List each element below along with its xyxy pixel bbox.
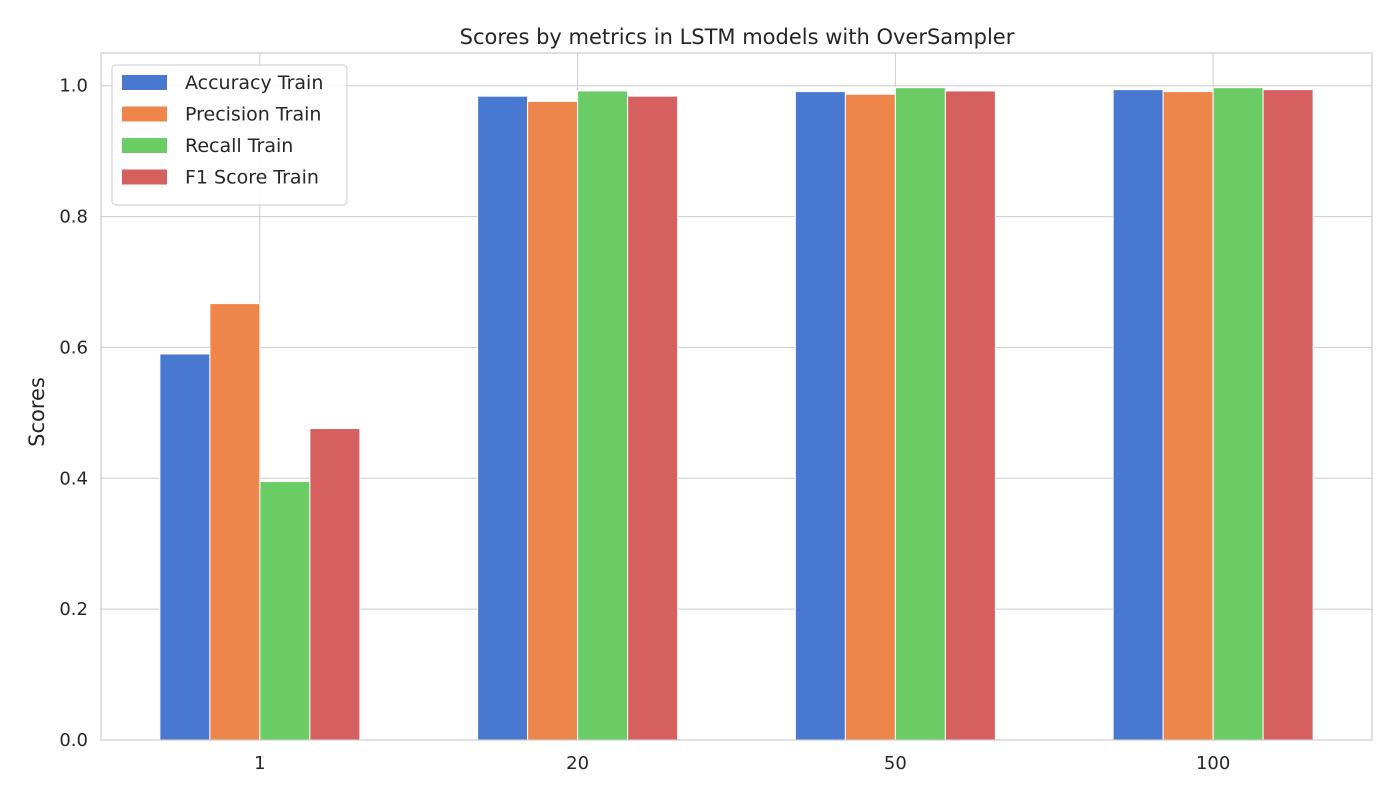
legend: Accuracy Train Precision Train Recall Trai… (111, 64, 348, 206)
bar-f1-score-train (309, 428, 361, 741)
y-tick-label: 0.8 (59, 207, 88, 228)
y-axis-label: Scores (25, 377, 49, 447)
y-tick-label: 0.0 (59, 730, 88, 751)
legend-entry-label: Precision Train (185, 104, 321, 126)
legend-swatch (122, 106, 167, 122)
legend-entry-label: Recall Train (185, 135, 293, 157)
bar-recall-train (1212, 87, 1264, 741)
bar-recall-train (577, 90, 629, 741)
bar-f1-score-train (944, 90, 996, 741)
bar-f1-score-train (1262, 89, 1314, 741)
y-tick-label: 0.4 (59, 468, 88, 489)
axes: 0.0 0.2 0.4 0.6 0.8 1.0 1 20 50 100 (59, 52, 1373, 774)
legend-swatch (122, 75, 167, 90)
bar-f1-score-train (627, 95, 679, 741)
bar-precision-train (209, 303, 261, 741)
bar-precision-train (1162, 91, 1214, 741)
chart-title: Scores by metrics in LSTM models with Ov… (460, 25, 1015, 49)
legend-swatch (122, 169, 167, 185)
y-tick-label: 0.2 (59, 599, 88, 620)
bar-accuracy-train (1112, 89, 1164, 741)
bar-accuracy-train (794, 91, 846, 741)
bar-accuracy-train (159, 353, 211, 741)
bar-precision-train (527, 100, 579, 741)
y-tick-label: 1.0 (59, 76, 88, 97)
legend-entry-label: Accuracy Train (185, 72, 323, 94)
legend-swatch (122, 138, 167, 153)
plot-frame (100, 52, 1373, 741)
bar-precision-train (844, 93, 896, 741)
x-tick-label: 20 (566, 753, 589, 774)
y-tick-label: 0.6 (59, 337, 88, 358)
legend-entry-label: F1 Score Train (185, 167, 319, 189)
x-tick-label: 100 (1196, 753, 1230, 774)
bar-recall-train (894, 87, 946, 741)
bar-accuracy-train (477, 95, 529, 741)
bar-recall-train (259, 481, 311, 741)
legend-box (111, 64, 348, 206)
x-tick-label: 1 (254, 753, 265, 774)
x-tick-label: 50 (884, 753, 907, 774)
